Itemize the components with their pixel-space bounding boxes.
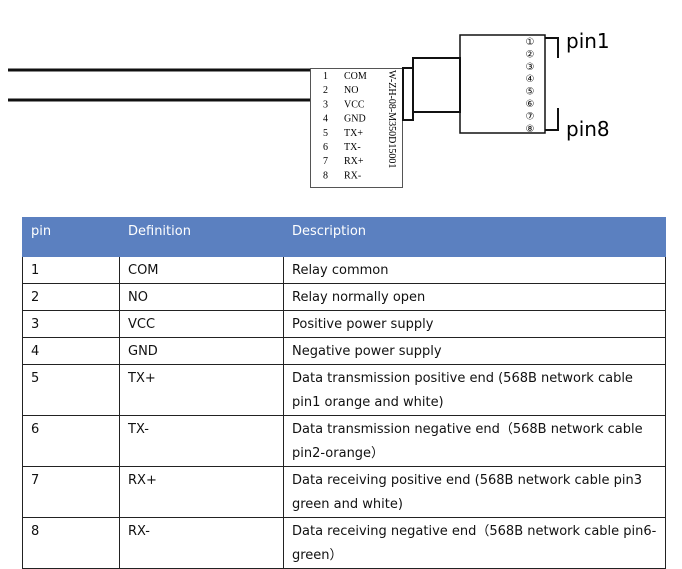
table-cell: Data receiving positive end (568B networ… <box>283 466 666 518</box>
label-box <box>310 68 403 188</box>
table-row: 2 NO Relay normally open <box>22 283 666 311</box>
pin-name: RX+ <box>344 156 364 167</box>
pin-number: 1 <box>323 71 328 82</box>
header-row: pin Definition Description <box>22 217 666 257</box>
table-row: 8 RX- Data receiving negative end（568B net… <box>22 517 666 569</box>
terminal: ⑧ <box>526 124 535 135</box>
pin-number: 3 <box>323 99 328 110</box>
terminal: ① <box>526 37 535 48</box>
table-row: 4 GND Negative power supply <box>22 337 666 365</box>
table-row: 1 COM Relay common <box>22 256 666 284</box>
terminal: ② <box>526 49 535 60</box>
pin-name: GND <box>344 114 366 125</box>
table-cell: 3 <box>22 310 120 338</box>
connector-neck <box>402 67 414 121</box>
table-cell: 7 <box>22 466 120 518</box>
header-cell: Description <box>283 217 666 257</box>
table-cell: TX- <box>119 415 284 467</box>
table-cell: 5 <box>22 364 120 416</box>
table-cell: Relay normally open <box>283 283 666 311</box>
table-row: 7 RX+ Data receiving positive end (568B ne… <box>22 466 666 518</box>
pin-name: TX- <box>344 142 361 153</box>
part-number: W-ZH-08-M350D15001 <box>386 70 397 168</box>
table-cell: Data receiving negative end（568B network… <box>283 517 666 569</box>
pin-number: 5 <box>323 128 328 139</box>
table-cell: RX+ <box>119 466 284 518</box>
table-cell: Positive power supply <box>283 310 666 338</box>
table-cell: NO <box>119 283 284 311</box>
pin-name: VCC <box>344 99 365 110</box>
pin-number: 6 <box>323 142 328 153</box>
table-cell: 6 <box>22 415 120 467</box>
pin-name: RX- <box>344 170 361 181</box>
terminal: ⑤ <box>526 87 535 98</box>
connector-head <box>459 34 546 134</box>
pin-label: pin8 <box>566 117 610 141</box>
table-cell: Negative power supply <box>283 337 666 365</box>
table-cell: 2 <box>22 283 120 311</box>
pin-name: TX+ <box>344 128 363 139</box>
pin-number: 7 <box>323 156 328 167</box>
wiring-diagram: pin1 pin8 W-ZH-08-M350D15001 1 COM 2 NO 3 VCC… <box>8 29 610 188</box>
table-cell: Data transmission positive end (568B net… <box>283 364 666 416</box>
header-cell: pin <box>22 217 120 257</box>
table-cell: COM <box>119 256 284 284</box>
pin-name: COM <box>344 71 367 82</box>
table-row: 5 TX+ Data transmission positive end (568B… <box>22 364 666 416</box>
terminal: ④ <box>526 74 535 85</box>
table-cell: Data transmission negative end（568B netw… <box>283 415 666 467</box>
pin-label: pin1 <box>566 29 610 53</box>
table-row: 6 TX- Data transmission negative end（568B … <box>22 415 666 467</box>
table-cell: GND <box>119 337 284 365</box>
pin-name: NO <box>344 85 358 96</box>
pin-number: 2 <box>323 85 328 96</box>
table-cell: 8 <box>22 517 120 569</box>
bracket <box>545 37 559 58</box>
connector-body <box>412 57 461 113</box>
table-cell: RX- <box>119 517 284 569</box>
terminal: ⑦ <box>526 111 535 122</box>
terminal: ⑥ <box>526 99 535 110</box>
table-cell: Relay common <box>283 256 666 284</box>
table-cell: TX+ <box>119 364 284 416</box>
table-row: 3 VCC Positive power supply <box>22 310 666 338</box>
table-cell: 1 <box>22 256 120 284</box>
terminal: ③ <box>526 62 535 73</box>
bracket <box>545 108 559 131</box>
header-cell: Definition <box>119 217 284 257</box>
pin-number: 8 <box>323 170 328 181</box>
pin-table: pin Definition Description 1 COM Relay commo… <box>22 217 666 569</box>
pin-number: 4 <box>323 114 328 125</box>
table-cell: VCC <box>119 310 284 338</box>
table-cell: 4 <box>22 337 120 365</box>
